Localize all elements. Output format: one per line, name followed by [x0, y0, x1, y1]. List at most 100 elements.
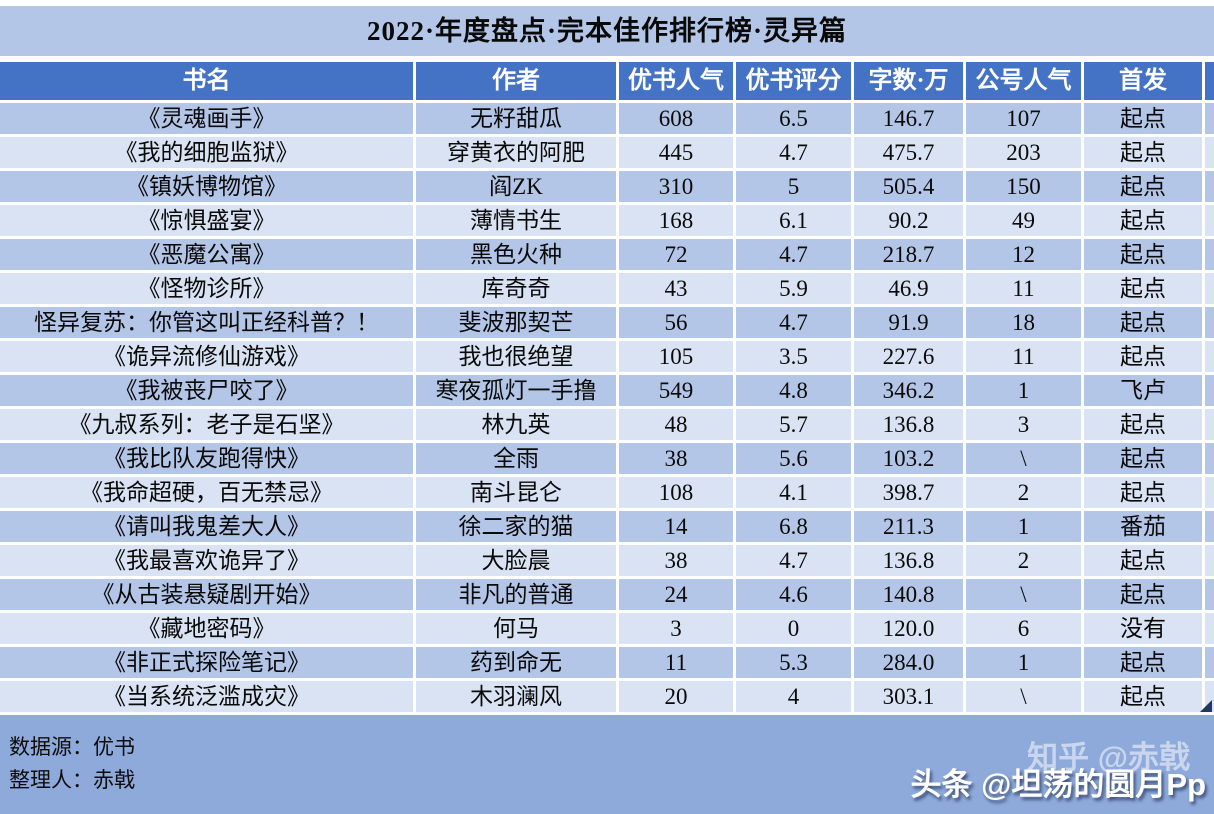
table-cell-r17-c2: 药到命无: [416, 647, 616, 678]
table-cell-r16-c3: 3: [619, 613, 733, 644]
table-cell-r16-c2: 何马: [416, 613, 616, 644]
table-cell-r2-c3: 445: [619, 137, 733, 168]
table-cell-r4-c2: 薄情书生: [416, 205, 616, 236]
table-cell-r7-c1: 怪异复苏：你管这叫正经科普？！: [0, 307, 413, 338]
table-cell-r2-c5: 475.7: [854, 137, 963, 168]
table-cell-r15-c1: 《从古装悬疑剧开始》: [0, 579, 413, 610]
table-cell-r11-c7: 起点: [1084, 443, 1202, 474]
table-cell-r17-c3: 11: [619, 647, 733, 678]
table-cell-r2-c6: 203: [966, 137, 1081, 168]
footer-notes: 数据源：优书 整理人：赤戟: [9, 731, 135, 797]
table-cell-r3-c7: 起点: [1084, 171, 1202, 202]
table-cell-r18-c7: 起点: [1084, 681, 1202, 712]
table-cell-r1-c6: 107: [966, 103, 1081, 134]
table-cell-spacer: [1205, 273, 1214, 304]
table-cell-r3-c4: 5: [736, 171, 851, 202]
table-cell-r5-c3: 72: [619, 239, 733, 270]
table-cell-spacer: [1205, 477, 1214, 508]
table-cell-r12-c7: 起点: [1084, 477, 1202, 508]
table-cell-r16-c7: 没有: [1084, 613, 1202, 644]
table-cell-r9-c5: 346.2: [854, 375, 963, 406]
table-cell-r4-c5: 90.2: [854, 205, 963, 236]
table-cell-r6-c2: 库奇奇: [416, 273, 616, 304]
cell-corner-marker: [1200, 700, 1212, 712]
table-cell-r6-c4: 5.9: [736, 273, 851, 304]
table-cell-r14-c6: 2: [966, 545, 1081, 576]
table-cell-r12-c5: 398.7: [854, 477, 963, 508]
table-cell-r6-c6: 11: [966, 273, 1081, 304]
table-cell-r5-c4: 4.7: [736, 239, 851, 270]
table-cell-spacer: [1205, 239, 1214, 270]
table-cell-r9-c7: 飞卢: [1084, 375, 1202, 406]
toutiao-watermark: 头条 @坦荡的圆月Pp: [910, 767, 1206, 802]
table-cell-r6-c3: 43: [619, 273, 733, 304]
table-cell-r4-c1: 《惊惧盛宴》: [0, 205, 413, 236]
table-cell-r5-c1: 《恶魔公寓》: [0, 239, 413, 270]
table-cell-r14-c2: 大脸晨: [416, 545, 616, 576]
table-cell-r10-c3: 48: [619, 409, 733, 440]
table-cell-r9-c3: 549: [619, 375, 733, 406]
table-cell-r3-c1: 《镇妖博物馆》: [0, 171, 413, 202]
column-header-spacer: [1205, 62, 1214, 100]
table-cell-r7-c2: 斐波那契芒: [416, 307, 616, 338]
table-cell-r14-c7: 起点: [1084, 545, 1202, 576]
table-cell-spacer: [1205, 375, 1214, 406]
table-cell-r8-c1: 《诡异流修仙游戏》: [0, 341, 413, 372]
table-cell-r12-c2: 南斗昆仑: [416, 477, 616, 508]
table-cell-r17-c1: 《非正式探险笔记》: [0, 647, 413, 678]
table-cell-r11-c1: 《我比队友跑得快》: [0, 443, 413, 474]
table-cell-r12-c6: 2: [966, 477, 1081, 508]
table-cell-r6-c5: 46.9: [854, 273, 963, 304]
table-cell-r13-c6: 1: [966, 511, 1081, 542]
table-cell-r15-c7: 起点: [1084, 579, 1202, 610]
table-cell-r10-c2: 林九英: [416, 409, 616, 440]
table-cell-r13-c2: 徐二家的猫: [416, 511, 616, 542]
table-cell-r8-c2: 我也很绝望: [416, 341, 616, 372]
table-cell-r11-c6: \: [966, 443, 1081, 474]
table-cell-spacer: [1205, 613, 1214, 644]
table-cell-r18-c4: 4: [736, 681, 851, 712]
table-cell-r9-c2: 寒夜孤灯一手撸: [416, 375, 616, 406]
column-header-3: 优书评分: [736, 62, 851, 100]
table-cell-spacer: [1205, 647, 1214, 678]
table-cell-spacer: [1205, 171, 1214, 202]
table-cell-r16-c1: 《藏地密码》: [0, 613, 413, 644]
table-cell-r1-c3: 608: [619, 103, 733, 134]
table-cell-spacer: [1205, 681, 1214, 712]
table-cell-r6-c7: 起点: [1084, 273, 1202, 304]
column-header-0: 书名: [0, 62, 413, 100]
table-cell-r1-c5: 146.7: [854, 103, 963, 134]
table-cell-r1-c1: 《灵魂画手》: [0, 103, 413, 134]
table-cell-r3-c6: 150: [966, 171, 1081, 202]
table-cell-r16-c6: 6: [966, 613, 1081, 644]
table-cell-r10-c6: 3: [966, 409, 1081, 440]
table-cell-r5-c6: 12: [966, 239, 1081, 270]
table-cell-r14-c4: 4.7: [736, 545, 851, 576]
column-header-4: 字数·万: [854, 62, 963, 100]
table-cell-r5-c2: 黑色火种: [416, 239, 616, 270]
column-header-1: 作者: [416, 62, 616, 100]
zhihu-watermark: 知乎 @赤戟: [1027, 740, 1190, 775]
table-cell-r13-c7: 番茄: [1084, 511, 1202, 542]
table-cell-r1-c4: 6.5: [736, 103, 851, 134]
table-cell-r15-c5: 140.8: [854, 579, 963, 610]
table-cell-r13-c4: 6.8: [736, 511, 851, 542]
table-cell-r8-c3: 105: [619, 341, 733, 372]
table-cell-r11-c2: 全雨: [416, 443, 616, 474]
table-cell-r18-c2: 木羽澜风: [416, 681, 616, 712]
table-cell-r13-c3: 14: [619, 511, 733, 542]
table-cell-r12-c4: 4.1: [736, 477, 851, 508]
table-cell-r7-c3: 56: [619, 307, 733, 338]
table-cell-r14-c3: 38: [619, 545, 733, 576]
table-cell-r17-c5: 284.0: [854, 647, 963, 678]
table-cell-r2-c7: 起点: [1084, 137, 1202, 168]
editor-label: 整理人：赤戟: [9, 768, 135, 792]
table-cell-r18-c3: 20: [619, 681, 733, 712]
ranking-table: 书名 作者 优书人气 优书评分 字数·万 公号人气 首发 《灵魂画手》 无籽甜瓜 608 6.5 14…: [0, 62, 1214, 712]
table-cell-spacer: [1205, 103, 1214, 134]
table-cell-r15-c2: 非凡的普通: [416, 579, 616, 610]
table-cell-spacer: [1205, 545, 1214, 576]
table-cell-r9-c1: 《我被丧尸咬了》: [0, 375, 413, 406]
table-cell-r16-c5: 120.0: [854, 613, 963, 644]
